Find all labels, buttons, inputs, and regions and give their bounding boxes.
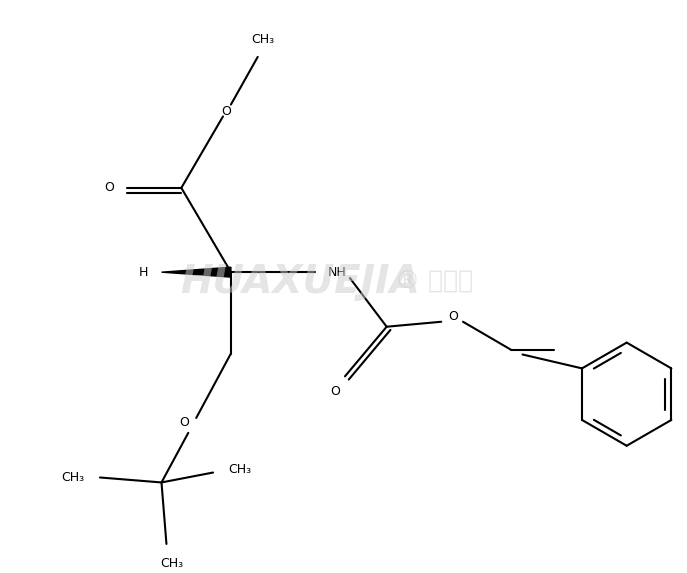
Text: O: O: [448, 311, 458, 323]
Text: CH₃: CH₃: [228, 463, 251, 476]
Text: O: O: [330, 384, 340, 398]
Text: O: O: [179, 417, 189, 429]
Text: O: O: [221, 105, 231, 118]
Text: O: O: [104, 182, 114, 194]
Text: CH₃: CH₃: [251, 33, 274, 46]
Text: H: H: [139, 266, 148, 278]
Text: CH₃: CH₃: [160, 558, 183, 570]
Text: ® 化学加: ® 化学加: [395, 270, 473, 294]
Text: CH₃: CH₃: [62, 471, 85, 484]
Polygon shape: [161, 267, 231, 277]
Text: HUAXUEJIA: HUAXUEJIA: [181, 263, 420, 301]
Text: NH: NH: [328, 266, 346, 278]
